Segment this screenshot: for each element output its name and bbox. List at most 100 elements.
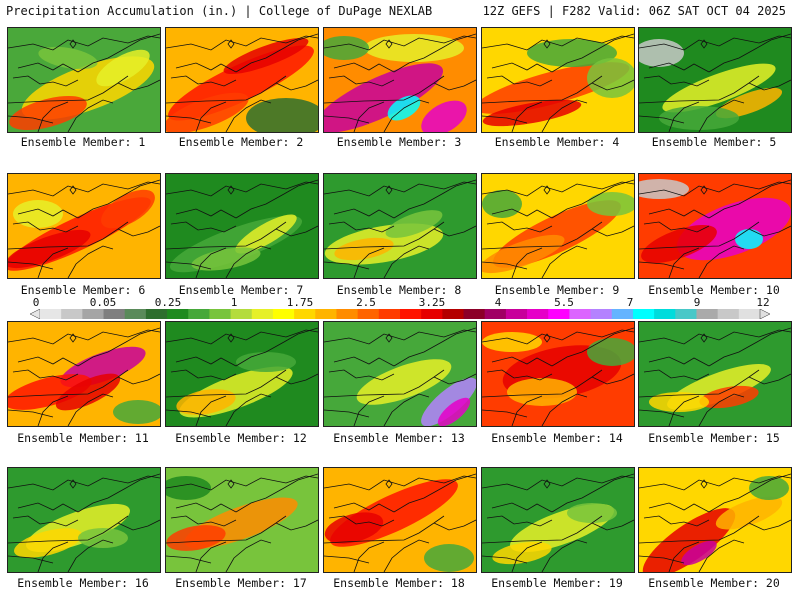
map-boundary bbox=[491, 502, 553, 513]
ensemble-member-label: Ensemble Member: 17 bbox=[175, 576, 307, 590]
location-marker-icon bbox=[69, 185, 77, 195]
colorbar-swatch bbox=[272, 309, 295, 319]
map-boundary bbox=[170, 75, 237, 87]
map-boundary bbox=[482, 35, 634, 51]
precip-blob bbox=[715, 87, 783, 119]
map-boundary bbox=[166, 181, 318, 197]
ensemble-member-label: Ensemble Member: 5 bbox=[651, 135, 777, 149]
colorbar-swatch bbox=[442, 309, 465, 319]
map-boundary bbox=[12, 369, 79, 381]
location-marker-icon bbox=[385, 185, 393, 195]
map-boundary bbox=[393, 473, 476, 513]
map-boundary bbox=[324, 555, 370, 564]
map-boundary bbox=[643, 515, 710, 527]
map-boundary bbox=[383, 393, 430, 426]
map-boundary bbox=[643, 369, 710, 381]
location-marker-icon bbox=[227, 39, 235, 49]
map-boundary bbox=[551, 473, 634, 513]
precip-blob bbox=[324, 512, 384, 544]
map-boundary bbox=[591, 519, 634, 531]
map-boundary bbox=[37, 541, 69, 572]
ensemble-member-map bbox=[481, 321, 635, 427]
map-boundary bbox=[8, 409, 54, 418]
map-boundary bbox=[77, 33, 160, 73]
colorbar-swatch bbox=[463, 309, 486, 319]
ensemble-member-map bbox=[7, 173, 161, 279]
ensemble-member-map bbox=[481, 467, 635, 573]
map-boundary bbox=[8, 221, 129, 250]
map-boundary bbox=[639, 329, 791, 345]
map-boundary bbox=[195, 395, 227, 426]
location-marker-icon bbox=[543, 479, 551, 489]
colorbar-swatch bbox=[654, 309, 676, 319]
precip-blob bbox=[166, 525, 226, 551]
map-boundary bbox=[8, 181, 160, 197]
map-title: Precipitation Accumulation (in.) | Colle… bbox=[6, 4, 433, 18]
map-boundary bbox=[333, 356, 395, 367]
location-marker-icon bbox=[700, 39, 708, 49]
ensemble-member-map bbox=[481, 173, 635, 279]
map-boundary bbox=[8, 475, 160, 491]
map-boundary bbox=[195, 247, 227, 278]
colorbar-swatch bbox=[696, 309, 719, 319]
map-boundary bbox=[117, 225, 160, 237]
precip-blob bbox=[8, 229, 91, 269]
colorbar-swatch bbox=[569, 309, 592, 319]
map-boundary bbox=[383, 539, 430, 572]
precip-blob bbox=[749, 476, 789, 500]
map-boundary bbox=[175, 208, 237, 219]
map-boundary bbox=[37, 395, 69, 426]
colorbar-min-arrow bbox=[30, 309, 41, 319]
precip-blob bbox=[715, 496, 783, 530]
colorbar-swatch bbox=[336, 309, 359, 319]
precip-map bbox=[482, 322, 634, 426]
map-boundary bbox=[324, 409, 370, 418]
precip-map bbox=[324, 468, 476, 572]
map-boundary bbox=[698, 539, 745, 572]
precip-blob bbox=[236, 352, 296, 372]
map-boundary bbox=[175, 62, 237, 73]
map-boundary bbox=[166, 261, 212, 270]
map-boundary bbox=[511, 395, 543, 426]
map-boundary bbox=[591, 225, 634, 237]
map-boundary bbox=[486, 369, 553, 381]
map-boundary bbox=[235, 179, 318, 219]
precip-blob bbox=[482, 190, 522, 218]
map-boundary bbox=[77, 179, 160, 219]
map-boundary bbox=[166, 75, 287, 104]
map-boundary bbox=[648, 356, 710, 367]
map-boundary bbox=[37, 247, 69, 278]
map-boundary bbox=[482, 75, 603, 104]
ensemble-member-map bbox=[165, 173, 319, 279]
map-boundary bbox=[195, 101, 227, 132]
precip-blob bbox=[324, 63, 444, 132]
map-boundary bbox=[166, 35, 318, 51]
colorbar-tick-label: 7 bbox=[626, 296, 634, 309]
colorbar-swatch bbox=[294, 309, 316, 319]
location-marker-icon bbox=[700, 479, 708, 489]
colorbar-swatch bbox=[611, 309, 634, 319]
location-marker-icon bbox=[69, 39, 77, 49]
ensemble-member-map bbox=[481, 27, 635, 133]
precip-map bbox=[8, 28, 160, 132]
colorbar-swatch bbox=[527, 309, 549, 319]
map-boundary bbox=[67, 99, 114, 132]
map-boundary bbox=[328, 369, 395, 381]
map-boundary bbox=[482, 221, 603, 250]
map-boundary bbox=[324, 221, 445, 250]
colorbar-tick-label: 4 bbox=[494, 296, 502, 309]
ensemble-member-label: Ensemble Member: 16 bbox=[17, 576, 149, 590]
ensemble-member-map bbox=[165, 27, 319, 133]
precip-blob bbox=[166, 476, 211, 500]
precip-map bbox=[639, 468, 791, 572]
precip-map bbox=[639, 322, 791, 426]
map-boundary bbox=[166, 555, 212, 564]
map-boundary bbox=[324, 369, 445, 398]
map-boundary bbox=[708, 327, 791, 367]
colorbar-swatch bbox=[484, 309, 507, 319]
precip-blob bbox=[587, 58, 634, 98]
precip-map bbox=[639, 28, 791, 132]
map-boundary bbox=[643, 75, 710, 87]
map-boundary bbox=[166, 221, 287, 250]
precip-blob bbox=[55, 373, 121, 411]
